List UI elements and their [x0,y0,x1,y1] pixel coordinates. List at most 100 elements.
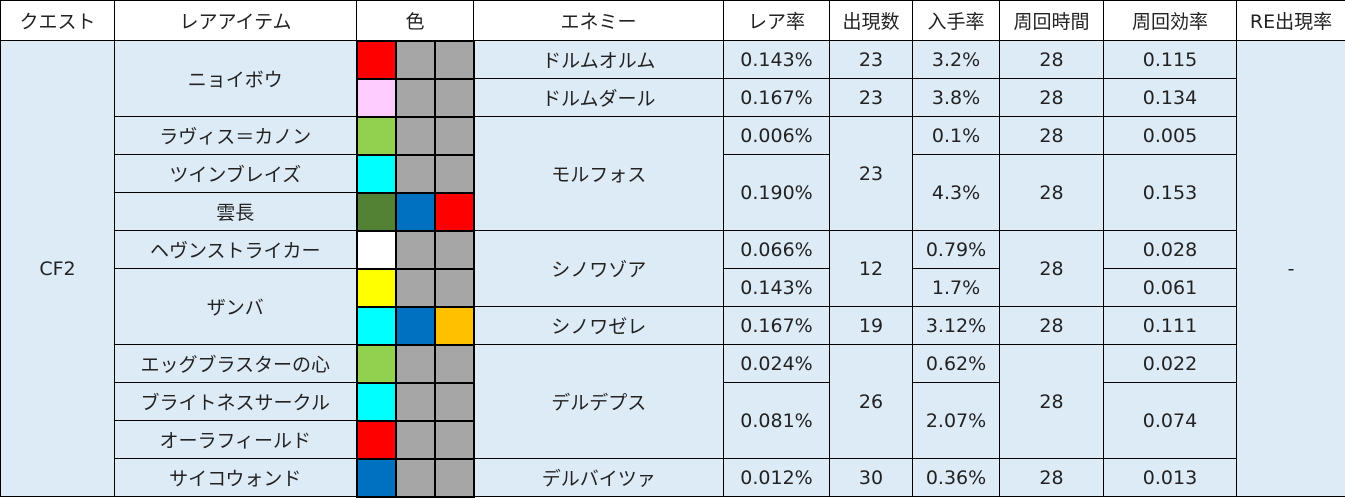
loop-efficiency-cell: 0.013 [1103,458,1237,497]
item-unchou: 雲長 [114,192,357,231]
rare-rate-cell: 0.167% [723,78,830,117]
enemy-morufosu: モルフォス [473,116,724,231]
table-row: ヘヴンストライカー シノワゾア 0.066% 12 0.79% 28 0.028 [1,229,1345,307]
color-swatch [394,115,436,156]
color-swatch [433,39,475,80]
table-row: オーラフィールド [1,419,1345,460]
loop-efficiency-cell: 0.028 [1103,230,1237,269]
rare-rate-cell: 0.024% [723,344,830,383]
color-swatch [355,381,397,422]
header-re-rate: RE出現率 [1236,0,1345,41]
get-rate-cell: 0.62% [912,344,1000,383]
rare-rate-cell: 0.143% [723,40,830,79]
item-zanba: ザンバ [114,268,357,345]
color-swatch [394,343,436,384]
header-row: クエスト レアアイテム 色 エネミー レア率 出現数 入手率 周回時間 周回効率… [0,0,1345,41]
color-swatch [433,229,475,270]
item-twin-blades: ツインブレイズ [114,154,357,193]
color-swatch [394,381,436,422]
enemy-deru-baitsua: デルバイツァ [473,458,724,497]
loop-time-cell: 28 [999,40,1104,79]
loop-efficiency-cell: 0.022 [1103,344,1237,383]
table-row: CF2 ニョイボウ ドルムオルム 0.143% 23 3.2% 28 0.115… [0,39,1345,497]
color-swatch [355,305,397,346]
loop-time-cell: 28 [999,154,1104,231]
color-swatch [433,419,475,460]
color-swatch [394,39,436,80]
color-swatch [394,153,436,194]
color-swatch [355,77,397,118]
get-rate-cell: 3.12% [912,306,1000,345]
header-color: 色 [356,0,474,41]
rare-rate-cell: 0.167% [723,306,830,345]
loop-efficiency-cell: 0.134 [1103,78,1237,117]
appear-count-cell: 26 [829,344,913,459]
appear-count-cell: 12 [829,230,913,307]
table-row: ブライトネスサークル 0.081% 2.07% 0.074 [1,381,1345,459]
color-swatch [394,229,436,270]
color-swatch [355,39,397,80]
enemy-deru-depusu: デルデプス [473,344,724,459]
loop-time-cell: 28 [999,306,1104,345]
header-quest: クエスト [0,0,115,41]
color-swatch [355,191,397,232]
color-swatch [433,153,475,194]
loop-efficiency-cell: 0.005 [1103,116,1237,155]
item-heaven-striker: ヘヴンストライカー [114,230,357,269]
table-row: ラヴィス＝カノン モルフォス 0.006% 23 0.1% 28 0.005 [1,115,1345,231]
loop-time-cell: 28 [999,78,1104,117]
color-swatch [394,419,436,460]
color-swatch [394,267,436,308]
rare-rate-cell: 0.012% [723,458,830,497]
header-enemy: エネミー [473,0,724,41]
color-swatch [355,115,397,156]
get-rate-cell: 0.79% [912,230,1000,269]
item-psycho-wand: サイコウォンド [114,458,357,497]
header-loop-efficiency: 周回効率 [1103,0,1237,41]
color-swatch [433,381,475,422]
appear-count-cell: 19 [829,306,913,345]
color-swatch [433,305,475,346]
appear-count-cell: 30 [829,458,913,497]
color-swatch [355,153,397,194]
color-swatch [433,457,475,498]
header-get-rate: 入手率 [912,0,1000,41]
loop-time-cell: 28 [999,116,1104,155]
rare-rate-cell: 0.081% [723,382,830,459]
rare-rate-cell: 0.006% [723,116,830,155]
color-swatch [433,343,475,384]
loop-time-cell: 28 [999,230,1104,307]
table-row: 雲長 [1,191,1345,232]
appear-count-cell: 23 [829,40,913,79]
loop-efficiency-cell: 0.153 [1103,154,1237,231]
appear-count-cell: 23 [829,78,913,117]
quest-cell: CF2 [0,40,115,497]
appear-count-cell: 23 [829,116,913,231]
loop-efficiency-cell: 0.061 [1103,268,1237,307]
color-swatch [394,191,436,232]
item-ravis-cannon: ラヴィス＝カノン [114,116,357,155]
header-loop-time: 周回時間 [999,0,1104,41]
enemy-dorumu-daru: ドルムダール [473,78,724,117]
color-swatch [355,267,397,308]
color-swatch [355,229,397,270]
header-rare-rate: レア率 [723,0,830,41]
get-rate-cell: 0.1% [912,116,1000,155]
rare-rate-cell: 0.143% [723,268,830,307]
re-rate-cell: - [1236,40,1345,497]
get-rate-cell: 2.07% [912,382,1000,459]
table-row: ドルムダール 0.167% 23 3.8% 28 0.134 [1,77,1345,118]
color-swatch [355,343,397,384]
get-rate-cell: 3.8% [912,78,1000,117]
color-swatch [394,77,436,118]
item-nyoibou: ニョイボウ [114,40,357,117]
enemy-shinowa-zele: シノワゼレ [473,306,724,345]
get-rate-cell: 0.36% [912,458,1000,497]
item-aura-field: オーラフィールド [114,420,357,459]
get-rate-cell: 3.2% [912,40,1000,79]
color-swatch [433,115,475,156]
item-egg-blaster: エッグブラスターの心 [114,344,357,383]
get-rate-cell: 1.7% [912,268,1000,307]
loop-time-cell: 28 [999,344,1104,459]
